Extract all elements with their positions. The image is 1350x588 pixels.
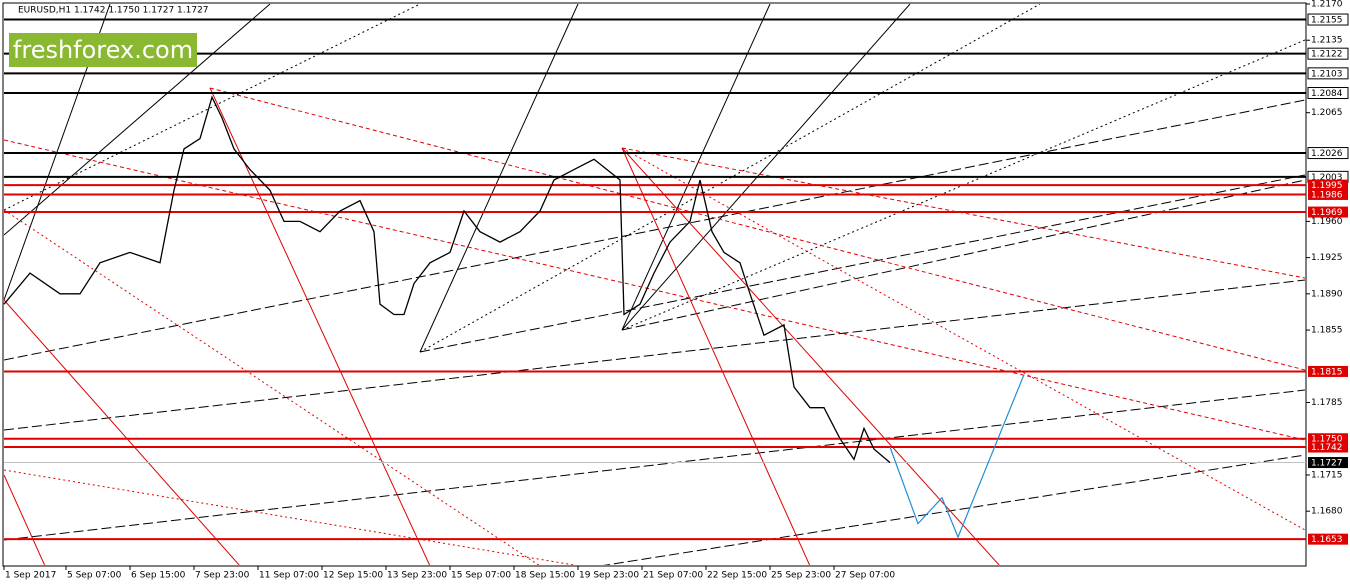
price-label: 1.1750 xyxy=(1311,435,1343,445)
y-tick-label: 1.1960 xyxy=(1311,217,1343,227)
x-tick-label: 19 Sep 23:00 xyxy=(579,571,639,581)
logo-bg xyxy=(9,33,197,67)
price-label-box xyxy=(1308,441,1348,453)
price-label-box xyxy=(1308,188,1348,200)
x-tick-label: 25 Sep 23:00 xyxy=(771,571,831,581)
x-tick-label: 12 Sep 15:00 xyxy=(323,571,383,581)
price-label-box xyxy=(1308,533,1348,545)
price-label: 1.2155 xyxy=(1311,16,1343,26)
price-label: 1.1815 xyxy=(1311,367,1343,377)
price-label: 1.2122 xyxy=(1311,50,1343,60)
x-tick-label: 6 Sep 15:00 xyxy=(131,571,186,581)
price-line xyxy=(3,95,891,464)
price-label-box xyxy=(1307,87,1349,100)
x-tick-label: 15 Sep 07:00 xyxy=(451,571,511,581)
levels xyxy=(4,18,1306,541)
trend-lines xyxy=(4,4,1305,565)
y-tick-label: 1.1925 xyxy=(1311,253,1343,263)
x-tick-label: 13 Sep 23:00 xyxy=(387,571,447,581)
price-label-box xyxy=(1307,13,1349,26)
y-tick-label: 1.1855 xyxy=(1311,326,1343,336)
plot-frame xyxy=(2,2,1307,567)
price-label: 1.2103 xyxy=(1311,69,1343,79)
price-label: 1.1986 xyxy=(1311,190,1343,200)
y-tick-label: 1.1890 xyxy=(1311,289,1343,299)
x-tick-label: 21 Sep 07:00 xyxy=(643,571,703,581)
price-label-box xyxy=(1307,147,1349,160)
x-tick-label: 5 Sep 07:00 xyxy=(67,571,122,581)
x-tick-label: 27 Sep 07:00 xyxy=(835,571,895,581)
price-label: 1.2084 xyxy=(1311,89,1343,99)
y-tick-label: 1.2170 xyxy=(1311,0,1343,10)
x-tick-label: 7 Sep 23:00 xyxy=(195,571,250,581)
price-label-box xyxy=(1308,179,1348,191)
y-tick-label: 1.2135 xyxy=(1311,36,1343,46)
price-label: 1.2026 xyxy=(1311,149,1343,159)
price-label: 1.2003 xyxy=(1311,173,1343,183)
price-label: 1.1742 xyxy=(1311,443,1343,453)
y-tick-label: 1.2065 xyxy=(1311,108,1343,118)
price-label-box xyxy=(1307,67,1349,80)
price-label-box xyxy=(1308,457,1348,469)
logo: freshforex.com xyxy=(13,36,193,64)
x-tick-label: 22 Sep 15:00 xyxy=(707,571,767,581)
chart-title: EURUSD,H1 1.1742 1.1750 1.1727 1.1727 xyxy=(18,6,209,16)
y-tick-label: 1.1715 xyxy=(1311,470,1343,480)
price-label: 1.1995 xyxy=(1311,181,1343,191)
x-tick-label: 1 Sep 2017 xyxy=(5,571,56,581)
y-tick-label: 1.1680 xyxy=(1311,507,1343,517)
x-tick-label: 11 Sep 07:00 xyxy=(259,571,319,581)
y-tick-label: 1.1785 xyxy=(1311,398,1343,408)
forecast-line xyxy=(889,374,1025,539)
price-label-box xyxy=(1308,206,1348,218)
x-tick-label: 18 Sep 15:00 xyxy=(515,571,575,581)
price-label-box xyxy=(1308,365,1348,377)
price-label-box xyxy=(1308,433,1348,445)
price-label: 1.1969 xyxy=(1311,208,1343,218)
price-label: 1.1727 xyxy=(1311,459,1343,469)
price-label-box xyxy=(1307,47,1349,60)
price-label: 1.1653 xyxy=(1311,535,1343,545)
